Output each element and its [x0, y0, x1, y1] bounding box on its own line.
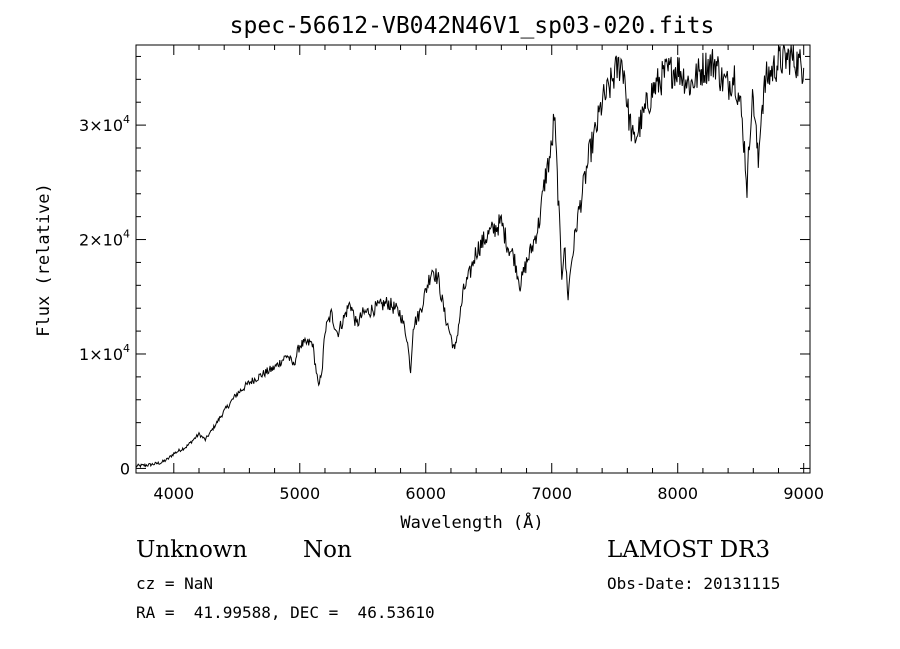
y-tick-label: 0: [120, 459, 130, 478]
y-tick-label: 2×104: [79, 228, 130, 250]
x-tick-label: 4000: [153, 484, 194, 503]
ra-dec-coordinates: RA = 41.99588, DEC = 46.53610: [136, 603, 435, 622]
x-tick-label: 8000: [657, 484, 698, 503]
x-tick-label: 6000: [405, 484, 446, 503]
axis-ticks: [136, 45, 810, 473]
x-tick-label: 9000: [783, 484, 824, 503]
y-tick-label: 1×104: [79, 342, 130, 364]
y-axis-label: Flux (relative): [34, 183, 54, 337]
plot-frame: [135, 44, 811, 474]
survey-name: LAMOST DR3: [607, 537, 771, 563]
object-class: Unknown: [136, 537, 248, 563]
y-tick-labels: 0 1×104 2×104 3×104: [79, 113, 130, 478]
object-subclass: Non: [303, 537, 352, 563]
observation-date: Obs-Date: 20131115: [607, 574, 781, 593]
x-tick-label: 5000: [279, 484, 320, 503]
redshift-cz: cz = NaN: [136, 574, 214, 593]
chart-title: spec-56612-VB042N46V1_sp03-020.fits: [230, 13, 715, 39]
x-axis-label: Wavelength (Å): [400, 511, 543, 533]
y-tick-label: 3×104: [79, 113, 130, 135]
x-tick-label: 7000: [531, 484, 572, 503]
spectrum-line: [135, 44, 805, 469]
x-tick-labels: 4000 5000 6000 7000 8000 9000: [153, 484, 824, 503]
